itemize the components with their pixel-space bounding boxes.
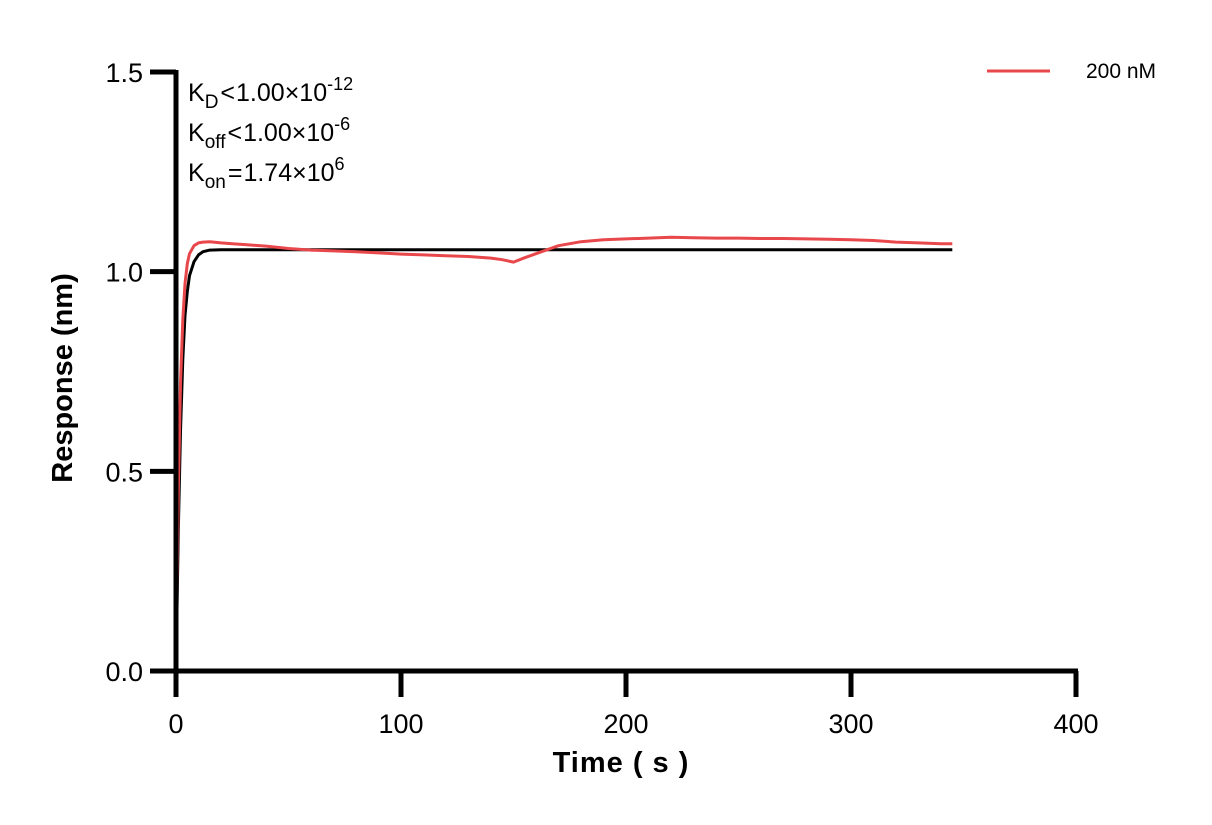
- y-axis-title: Response (nm): [47, 273, 79, 482]
- y-axis-ticks: 0.0 0.5 1.0 1.5: [105, 58, 176, 687]
- legend: 200 nM: [987, 60, 1156, 83]
- x-tick-label: 100: [378, 709, 423, 739]
- x-tick-label: 300: [828, 709, 873, 739]
- kinetic-constant-off: Koff<1.00×10-6: [188, 114, 350, 153]
- fit-curve: [174, 248, 953, 672]
- x-tick-label: 0: [168, 709, 183, 739]
- x-tick-label: 400: [1053, 709, 1098, 739]
- y-tick-label: 0.5: [105, 457, 143, 487]
- legend-label: 200 nM: [1086, 60, 1156, 83]
- x-tick-label: 200: [603, 709, 648, 739]
- x-axis-title: Time ( s ): [553, 747, 690, 779]
- plot-area: [174, 235, 953, 672]
- kinetic-constant-on: Kon=1.74×106: [188, 154, 345, 193]
- x-axis-ticks: 0 100 200 300 400: [168, 671, 1099, 739]
- kinetic-constant-D: KD<1.00×10-12: [188, 74, 353, 113]
- y-tick-label: 0.0: [105, 657, 143, 687]
- measured-curve: [174, 235, 953, 672]
- y-tick-label: 1.0: [105, 258, 143, 288]
- axes: 0.0 0.5 1.0 1.5 0 100 200 300 400: [105, 58, 1098, 739]
- y-tick-label: 1.5: [105, 58, 143, 88]
